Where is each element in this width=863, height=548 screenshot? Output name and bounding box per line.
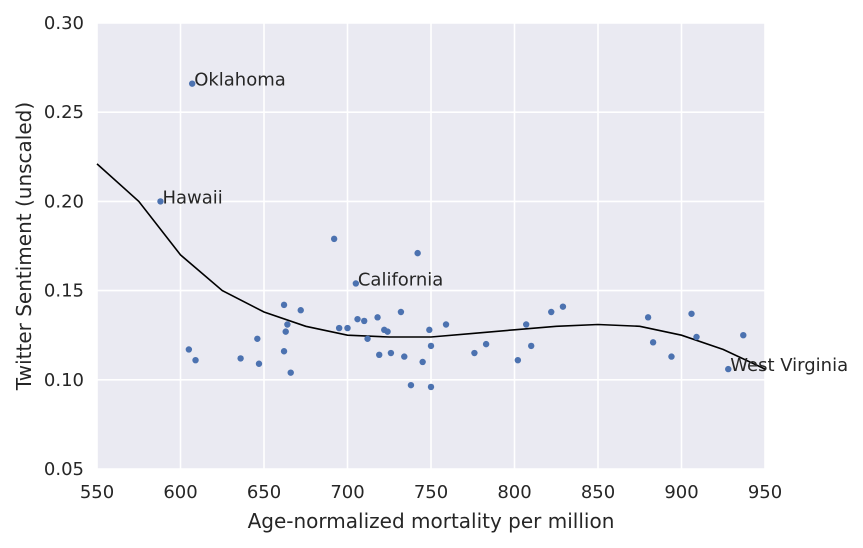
scatter-point (282, 328, 289, 335)
scatter-point (427, 383, 435, 391)
scatter-points (157, 80, 747, 391)
scatter-point (237, 355, 244, 362)
fit-curve (96, 163, 766, 370)
scatter-point (335, 324, 343, 332)
annotations: Oklahoma Hawaii California West Virginia (162, 70, 848, 376)
scatter-point (426, 326, 433, 334)
scatter-point (397, 308, 405, 316)
scatter-point (297, 307, 304, 314)
scatter-point (284, 321, 291, 328)
scatter-point (361, 317, 368, 325)
x-tick-labels: 550 600 650 700 750 800 850 900 950 (80, 482, 782, 503)
scatter-point (688, 310, 695, 317)
point-annotation: West Virginia (730, 355, 848, 376)
point-annotation: Oklahoma (194, 70, 286, 91)
y-axis-label: Twitter Sentiment (unscaled) (12, 102, 36, 391)
scatter-point (668, 353, 675, 360)
point-annotation: Hawaii (162, 187, 222, 208)
scatter-point (280, 348, 288, 355)
x-tick-label: 800 (497, 482, 531, 503)
y-tick-label: 0.10 (44, 370, 84, 391)
x-tick-label: 850 (581, 482, 615, 503)
scatter-point (255, 360, 263, 367)
scatter-point (330, 235, 338, 243)
scatter-point (419, 358, 426, 366)
x-tick-label: 900 (664, 482, 698, 503)
point-annotation: California (358, 269, 443, 290)
scatter-point (376, 351, 383, 359)
scatter-point (401, 353, 408, 360)
scatter-point (740, 332, 747, 339)
x-tick-label: 600 (163, 482, 197, 503)
scatter-point (354, 315, 361, 323)
y-tick-label: 0.30 (44, 13, 84, 34)
x-tick-label: 950 (748, 482, 782, 503)
scatter-point (693, 333, 700, 341)
scatter-point (482, 340, 490, 348)
y-tick-labels: 0.05 0.10 0.15 0.20 0.25 0.30 (44, 13, 84, 480)
scatter-point (548, 308, 555, 316)
scatter-point (649, 339, 657, 346)
scatter-point (387, 349, 395, 357)
scatter-point (374, 314, 381, 321)
scatter-point (287, 369, 294, 376)
y-tick-label: 0.15 (44, 281, 84, 302)
scatter-point (414, 249, 421, 257)
x-tick-label: 550 (80, 482, 114, 503)
scatter-point (559, 303, 567, 310)
scatter-point (514, 356, 522, 364)
x-tick-label: 650 (247, 482, 281, 503)
x-axis-label: Age-normalized mortality per million (248, 509, 615, 533)
scatter-point (644, 314, 652, 321)
scatter-point (188, 80, 196, 87)
scatter-point (157, 198, 164, 205)
scatter-point (725, 365, 732, 373)
scatter-point (344, 324, 351, 332)
scatter-point (471, 349, 478, 357)
scatter-point (407, 381, 415, 389)
scatter-point (427, 342, 435, 350)
x-tick-label: 750 (414, 482, 448, 503)
scatter-point (442, 321, 450, 328)
scatter-point (364, 335, 371, 342)
scatter-point (352, 280, 360, 287)
x-tick-label: 700 (330, 482, 364, 503)
scatter-point (384, 328, 391, 335)
scatter-point (254, 335, 261, 342)
y-tick-label: 0.05 (44, 459, 84, 480)
y-tick-label: 0.25 (44, 102, 84, 123)
scatter-point (192, 356, 199, 364)
scatter-point (280, 301, 288, 309)
scatter-point (528, 342, 535, 350)
scatter-point (185, 346, 193, 353)
y-tick-label: 0.20 (44, 191, 84, 212)
scatter-point (522, 321, 530, 328)
grid (96, 22, 766, 470)
